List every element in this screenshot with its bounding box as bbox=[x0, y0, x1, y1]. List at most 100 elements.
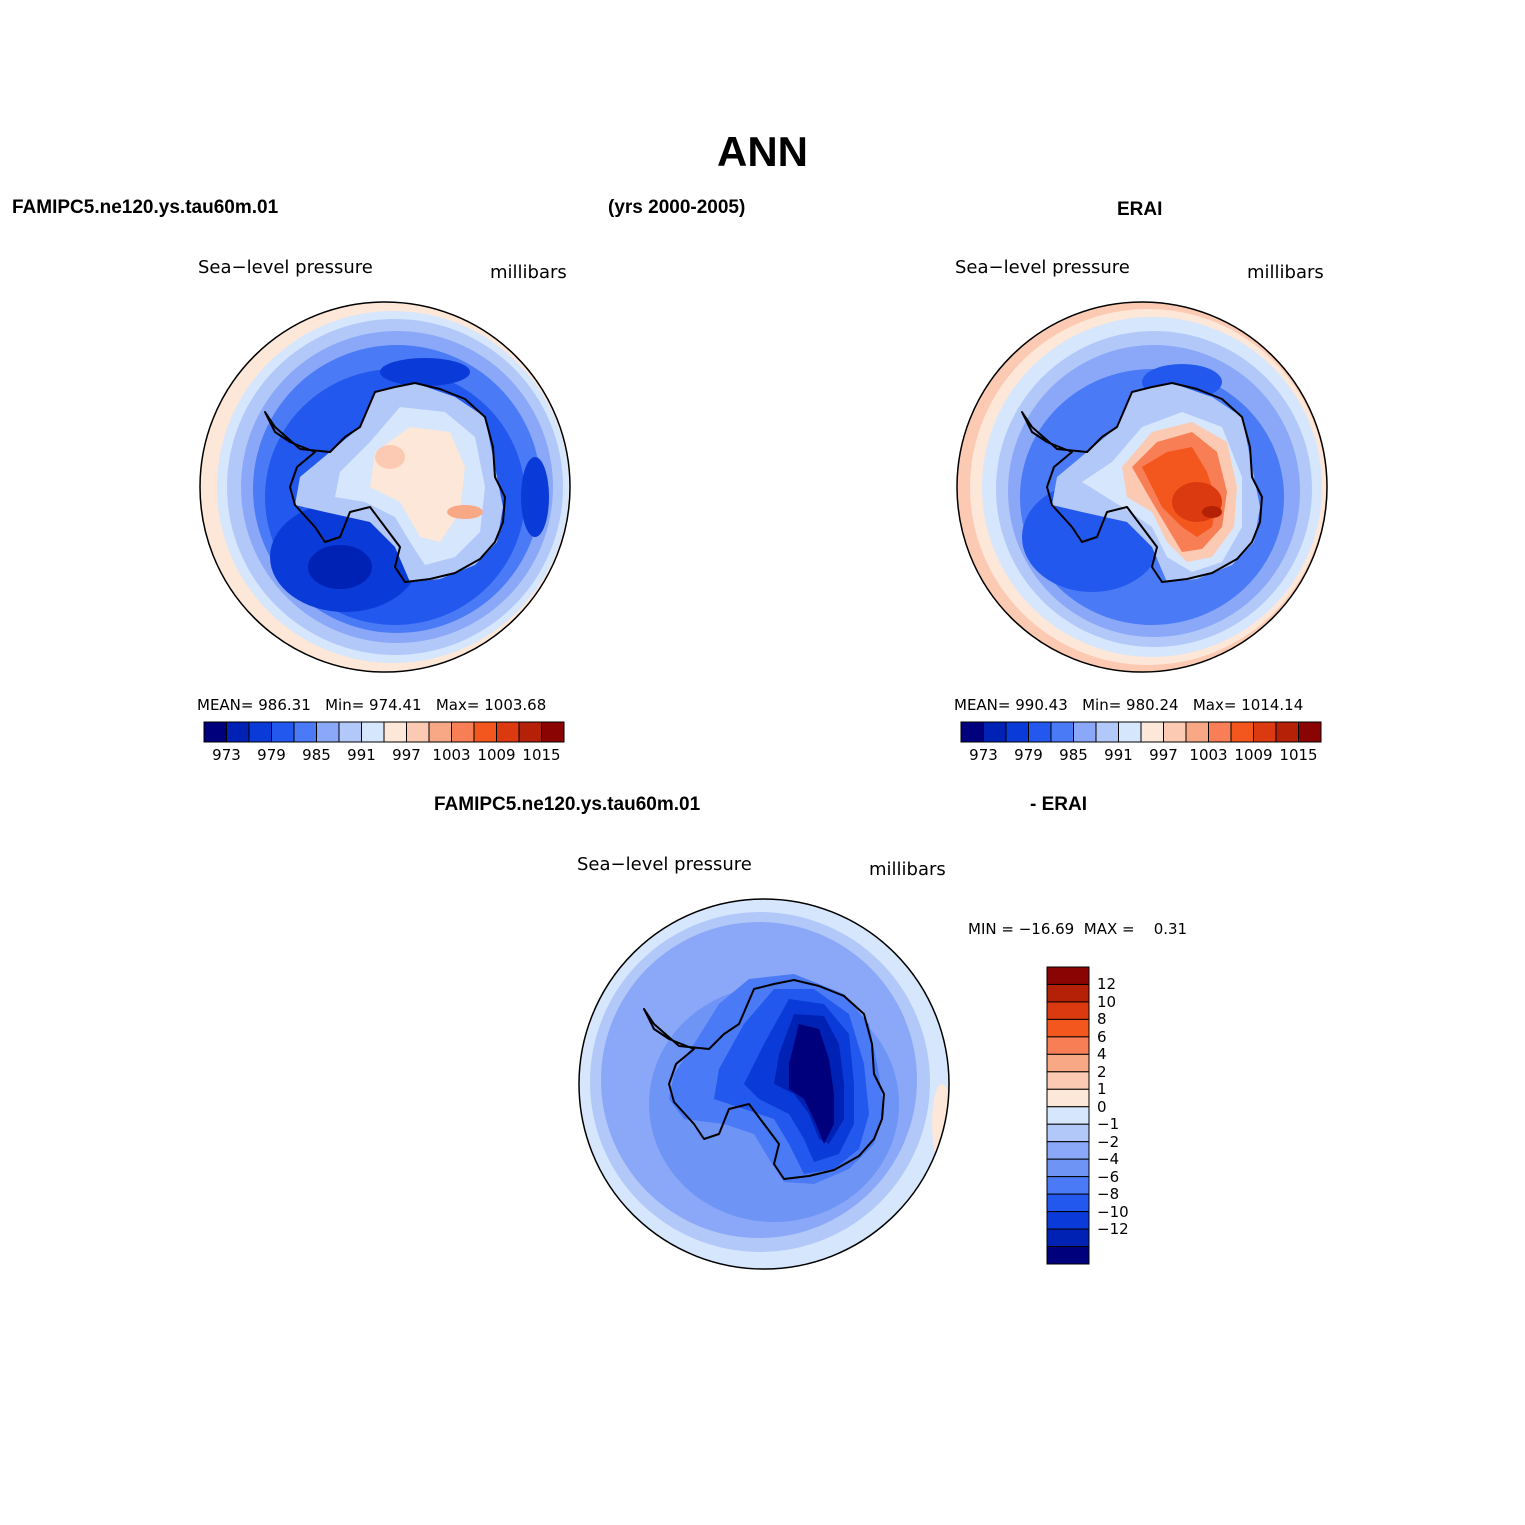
colorbar-tick-label: 985 bbox=[1059, 746, 1088, 764]
colorbar-box bbox=[1046, 1088, 1090, 1108]
colorbar-tick-label: 0 bbox=[1097, 1097, 1107, 1116]
map-border bbox=[578, 898, 950, 1270]
panel-obs-units: millibars bbox=[1247, 262, 1324, 283]
colorbar-box bbox=[361, 721, 385, 743]
colorbar-box bbox=[1046, 1228, 1090, 1248]
coastline bbox=[264, 382, 506, 583]
colorbar-tick-label: −12 bbox=[1097, 1220, 1129, 1239]
colorbar-box bbox=[1298, 721, 1322, 743]
colorbar-box bbox=[203, 721, 227, 743]
colorbar-tick-label: 1009 bbox=[477, 746, 516, 764]
colorbar-box bbox=[1275, 721, 1299, 743]
colorbar-tick-label: 1015 bbox=[522, 746, 561, 764]
colorbar-tick-label: 4 bbox=[1097, 1045, 1107, 1064]
colorbar-box bbox=[1046, 1071, 1090, 1090]
min-value: 980.24 bbox=[1126, 696, 1179, 714]
colorbar-tick-label: 8 bbox=[1097, 1010, 1107, 1029]
panel-diff-colorbar bbox=[1046, 966, 1090, 1265]
min-label: Min= bbox=[325, 696, 365, 714]
high-spot-2 bbox=[447, 505, 483, 519]
panel-model-map bbox=[199, 301, 571, 673]
max-value: 1014.14 bbox=[1241, 696, 1304, 714]
colorbar-box bbox=[1046, 1018, 1090, 1038]
mean-value: 990.43 bbox=[1015, 696, 1068, 714]
colorbar-box bbox=[960, 721, 984, 743]
high-spot-2 bbox=[1202, 506, 1222, 518]
coastline bbox=[643, 979, 885, 1180]
colorbar-tick-label: −4 bbox=[1097, 1150, 1120, 1169]
coastline bbox=[1021, 382, 1263, 583]
max-value: 0.31 bbox=[1153, 920, 1188, 938]
colorbar-box bbox=[1140, 721, 1164, 743]
colorbar-tick-label: −6 bbox=[1097, 1167, 1120, 1186]
colorbar-box bbox=[293, 721, 317, 743]
colorbar-box bbox=[226, 721, 250, 743]
max-label: Max= bbox=[1192, 696, 1237, 714]
panel-obs-colorbar bbox=[960, 721, 1322, 743]
low-core-north bbox=[380, 358, 470, 386]
colorbar-tick-label: 2 bbox=[1097, 1062, 1107, 1081]
panel-model-units: millibars bbox=[490, 262, 567, 283]
colorbar-tick-label: 1015 bbox=[1279, 746, 1318, 764]
min-label: MIN = bbox=[968, 920, 1014, 938]
diff-case-label: FAMIPC5.ne120.ys.tau60m.01 bbox=[434, 794, 701, 815]
colorbar-box bbox=[983, 721, 1007, 743]
colorbar-box bbox=[1046, 1211, 1090, 1230]
high-spot-1 bbox=[375, 445, 405, 469]
colorbar-box bbox=[1208, 721, 1232, 743]
panel-obs-map bbox=[956, 301, 1328, 673]
colorbar-box bbox=[1046, 1036, 1090, 1055]
colorbar-box bbox=[428, 721, 452, 743]
colorbar-box bbox=[1046, 1141, 1090, 1160]
mean-label: MEAN= bbox=[197, 696, 254, 714]
colorbar-tick-label: 1003 bbox=[1189, 746, 1228, 764]
colorbar-tick-label: 991 bbox=[347, 746, 376, 764]
colorbar-tick-label: 1 bbox=[1097, 1080, 1107, 1099]
colorbar-tick-label: −2 bbox=[1097, 1132, 1120, 1151]
colorbar-box bbox=[1050, 721, 1074, 743]
diff-obs-label: - ERAI bbox=[1030, 794, 1087, 815]
colorbar-box bbox=[1163, 721, 1187, 743]
colorbar-box bbox=[451, 721, 475, 743]
colorbar-box bbox=[496, 721, 520, 743]
colorbar-box bbox=[338, 721, 362, 743]
map-border bbox=[199, 301, 571, 673]
colorbar-box bbox=[1046, 1176, 1090, 1195]
panel-obs-stats: MEAN= 990.43 Min= 980.24 Max= 1014.14 bbox=[954, 696, 1303, 714]
colorbar-tick-label: 979 bbox=[257, 746, 286, 764]
colorbar-tick-label: −1 bbox=[1097, 1115, 1120, 1134]
colorbar-box bbox=[1046, 1123, 1090, 1143]
colorbar-box bbox=[1028, 721, 1052, 743]
colorbar-tick-label: 991 bbox=[1104, 746, 1133, 764]
colorbar-box bbox=[1185, 721, 1209, 743]
colorbar-tick-label: 973 bbox=[969, 746, 998, 764]
colorbar-box bbox=[1095, 721, 1119, 743]
colorbar-box bbox=[248, 721, 272, 743]
colorbar-box bbox=[1253, 721, 1277, 743]
colorbar-tick-label: 973 bbox=[212, 746, 241, 764]
colorbar-box bbox=[1046, 1193, 1090, 1213]
colorbar-tick-label: 997 bbox=[392, 746, 421, 764]
colorbar-tick-label: 979 bbox=[1014, 746, 1043, 764]
panel-diff-map bbox=[578, 898, 950, 1270]
colorbar-tick-label: −8 bbox=[1097, 1185, 1120, 1204]
colorbar-box bbox=[1046, 1053, 1090, 1073]
panel-diff-variable: Sea−level pressure bbox=[577, 854, 752, 875]
colorbar-box bbox=[1073, 721, 1097, 743]
obs-label: ERAI bbox=[1117, 199, 1163, 220]
colorbar-box bbox=[1005, 721, 1029, 743]
panel-model-colorbar bbox=[203, 721, 565, 743]
colorbar-tick-label: 1003 bbox=[432, 746, 471, 764]
case-label: FAMIPC5.ne120.ys.tau60m.01 bbox=[12, 197, 279, 218]
panel-model-variable: Sea−level pressure bbox=[198, 257, 373, 278]
colorbar-box bbox=[1046, 983, 1090, 1003]
max-value: 1003.68 bbox=[484, 696, 547, 714]
colorbar-tick-label: 997 bbox=[1149, 746, 1178, 764]
colorbar-box bbox=[1046, 1001, 1090, 1020]
mean-label: MEAN= bbox=[954, 696, 1011, 714]
panel-model-stats: MEAN= 986.31 Min= 974.41 Max= 1003.68 bbox=[197, 696, 546, 714]
colorbar-tick-label: −10 bbox=[1097, 1202, 1129, 1221]
colorbar-tick-label: 985 bbox=[302, 746, 331, 764]
colorbar-tick-label: 1009 bbox=[1234, 746, 1273, 764]
colorbar-box bbox=[316, 721, 340, 743]
